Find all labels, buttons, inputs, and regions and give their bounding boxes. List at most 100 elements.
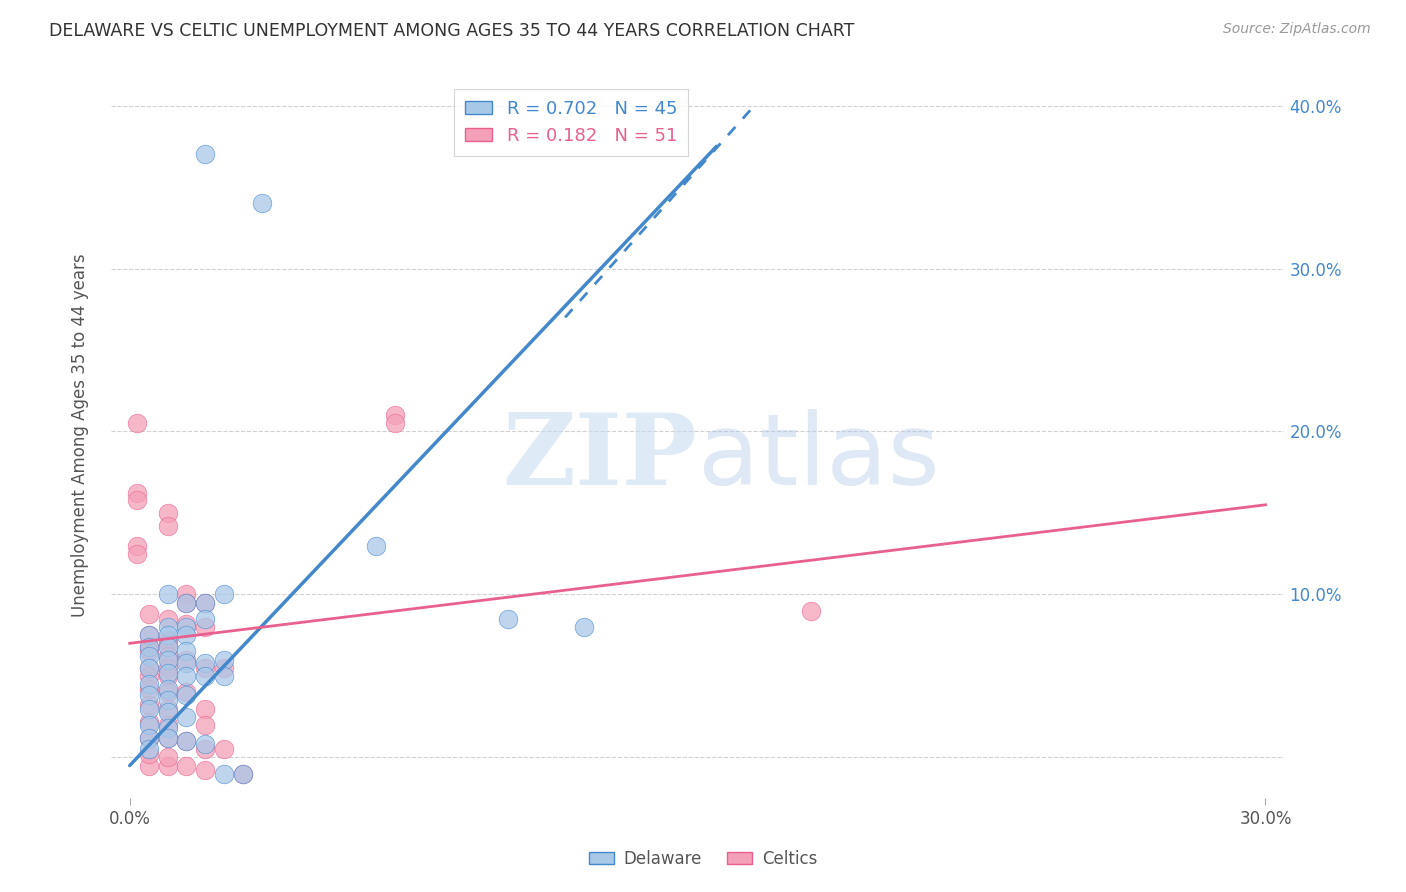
- Point: [156, 758, 179, 772]
- Point: [156, 731, 179, 745]
- Point: [250, 196, 273, 211]
- Point: [384, 408, 406, 422]
- Point: [127, 547, 149, 561]
- Point: [194, 596, 217, 610]
- Point: [138, 607, 160, 621]
- Point: [176, 709, 198, 723]
- Point: [156, 718, 179, 732]
- Point: [138, 742, 160, 756]
- Point: [156, 693, 179, 707]
- Point: [176, 596, 198, 610]
- Point: [138, 747, 160, 761]
- Point: [214, 587, 236, 601]
- Point: [194, 620, 217, 634]
- Point: [138, 640, 160, 654]
- Point: [194, 661, 217, 675]
- Point: [156, 721, 179, 735]
- Point: [176, 596, 198, 610]
- Legend: R = 0.702   N = 45, R = 0.182   N = 51: R = 0.702 N = 45, R = 0.182 N = 51: [454, 89, 688, 156]
- Point: [138, 628, 160, 642]
- Point: [194, 612, 217, 626]
- Point: [156, 681, 179, 696]
- Point: [138, 714, 160, 729]
- Point: [138, 758, 160, 772]
- Text: ZIP: ZIP: [503, 409, 697, 506]
- Point: [156, 640, 179, 654]
- Point: [138, 644, 160, 658]
- Point: [176, 758, 198, 772]
- Point: [194, 596, 217, 610]
- Point: [156, 628, 179, 642]
- Point: [156, 612, 179, 626]
- Y-axis label: Unemployment Among Ages 35 to 44 years: Unemployment Among Ages 35 to 44 years: [72, 253, 89, 617]
- Point: [214, 669, 236, 683]
- Point: [138, 731, 160, 745]
- Point: [232, 766, 254, 780]
- Point: [176, 734, 198, 748]
- Point: [127, 539, 149, 553]
- Point: [138, 731, 160, 745]
- Point: [127, 417, 149, 431]
- Point: [127, 492, 149, 507]
- Point: [176, 616, 198, 631]
- Point: [194, 669, 217, 683]
- Point: [156, 685, 179, 699]
- Legend: Delaware, Celtics: Delaware, Celtics: [582, 844, 824, 875]
- Point: [176, 652, 198, 666]
- Point: [156, 652, 179, 666]
- Point: [156, 636, 179, 650]
- Point: [156, 506, 179, 520]
- Point: [138, 681, 160, 696]
- Point: [572, 620, 595, 634]
- Point: [384, 417, 406, 431]
- Point: [156, 731, 179, 745]
- Point: [176, 644, 198, 658]
- Point: [156, 665, 179, 680]
- Point: [194, 147, 217, 161]
- Text: Source: ZipAtlas.com: Source: ZipAtlas.com: [1223, 22, 1371, 37]
- Point: [156, 661, 179, 675]
- Point: [156, 750, 179, 764]
- Point: [214, 652, 236, 666]
- Point: [176, 628, 198, 642]
- Point: [156, 705, 179, 719]
- Point: [138, 701, 160, 715]
- Point: [194, 737, 217, 751]
- Point: [176, 685, 198, 699]
- Point: [194, 764, 217, 778]
- Point: [194, 742, 217, 756]
- Point: [176, 689, 198, 703]
- Point: [176, 656, 198, 670]
- Point: [156, 649, 179, 664]
- Point: [364, 539, 387, 553]
- Point: [214, 661, 236, 675]
- Point: [138, 640, 160, 654]
- Point: [156, 620, 179, 634]
- Point: [156, 519, 179, 533]
- Point: [194, 718, 217, 732]
- Point: [156, 669, 179, 683]
- Text: DELAWARE VS CELTIC UNEMPLOYMENT AMONG AGES 35 TO 44 YEARS CORRELATION CHART: DELAWARE VS CELTIC UNEMPLOYMENT AMONG AG…: [49, 22, 855, 40]
- Point: [138, 669, 160, 683]
- Point: [176, 620, 198, 634]
- Point: [194, 701, 217, 715]
- Point: [138, 718, 160, 732]
- Point: [138, 649, 160, 664]
- Point: [138, 628, 160, 642]
- Point: [232, 766, 254, 780]
- Point: [138, 677, 160, 691]
- Point: [156, 587, 179, 601]
- Point: [214, 742, 236, 756]
- Point: [127, 486, 149, 500]
- Point: [138, 661, 160, 675]
- Point: [176, 734, 198, 748]
- Text: atlas: atlas: [697, 409, 939, 506]
- Point: [800, 604, 823, 618]
- Point: [138, 698, 160, 713]
- Point: [176, 669, 198, 683]
- Point: [138, 689, 160, 703]
- Point: [498, 612, 520, 626]
- Point: [194, 656, 217, 670]
- Point: [214, 766, 236, 780]
- Point: [138, 661, 160, 675]
